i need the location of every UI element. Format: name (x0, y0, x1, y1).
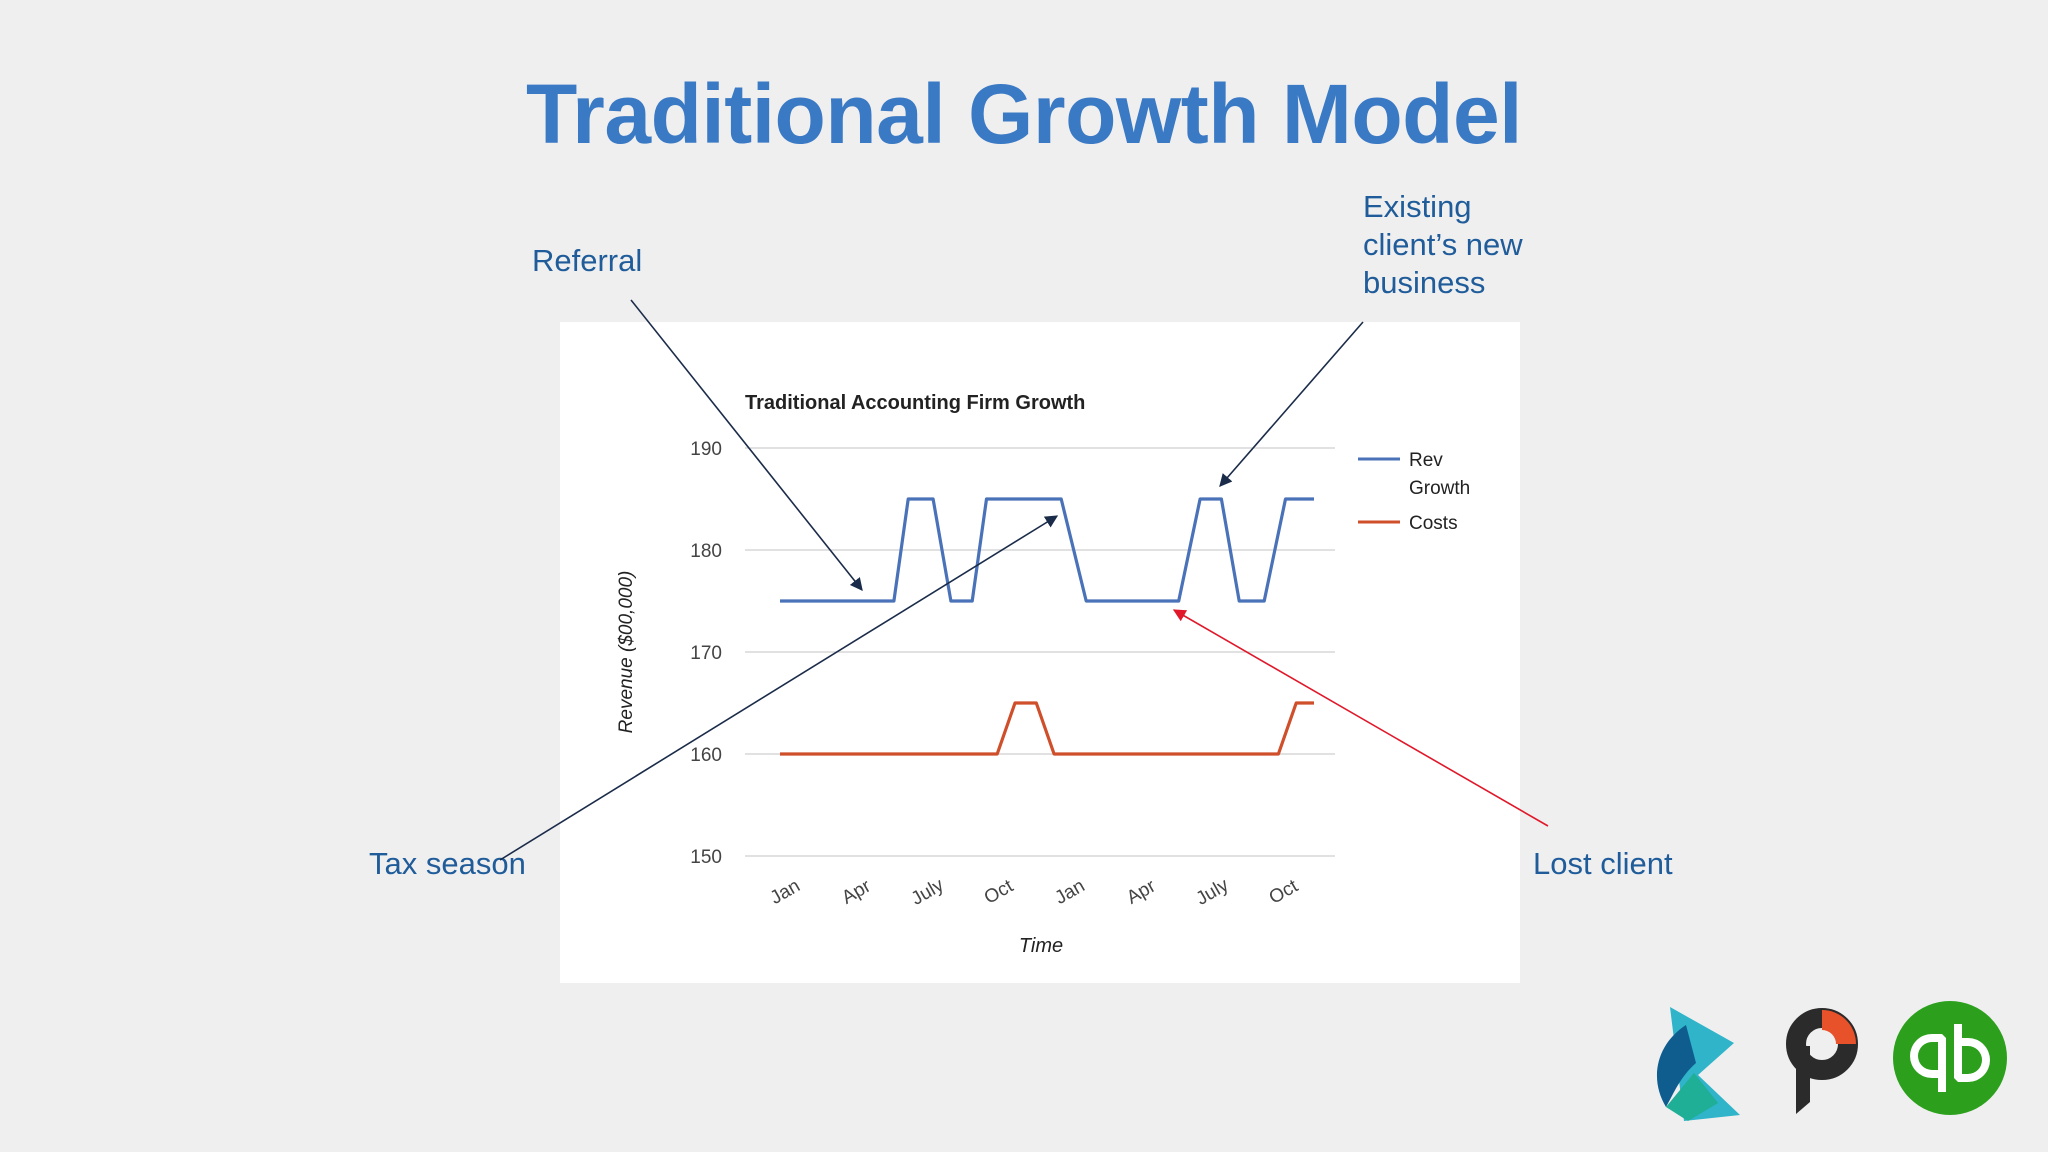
costs-line (780, 701, 1314, 756)
y-tick-label: 190 (690, 439, 722, 460)
callout-existing-client: Existing client’s new business (1363, 188, 1583, 302)
legend-label-rev-growth: Rev Growth (1409, 450, 1470, 499)
y-tick-label: 150 (690, 847, 722, 868)
x-tick-label: July (908, 874, 948, 909)
y-axis-label: Revenue ($00,000) (616, 571, 637, 734)
callout-referral: Referral (532, 243, 643, 278)
legend-label-costs: Costs (1409, 513, 1458, 534)
x-axis-label: Time (1019, 935, 1063, 957)
x-tick-label: Jan (1052, 875, 1089, 909)
x-tick-label: Jan (767, 875, 804, 909)
teal-sail-logo (1656, 1007, 1740, 1121)
x-tick-label: Apr (1123, 875, 1160, 908)
quickbooks-logo (1893, 1001, 2007, 1115)
chart-title: Traditional Accounting Firm Growth (745, 392, 1085, 414)
chart-card: 150 160 170 180 190 Jan Apr July Oct Jan Apr July O… (560, 322, 1520, 983)
y-tick-label: 180 (690, 541, 722, 562)
line-chart: 150 160 170 180 190 Jan Apr July Oct Jan Apr July O… (616, 392, 1470, 957)
x-tick-label: July (1193, 874, 1233, 909)
callout-lost-client: Lost client (1533, 846, 1673, 881)
y-tick-label: 160 (690, 745, 722, 766)
x-tick-label: Apr (838, 875, 875, 908)
callout-existing-line-1: Existing (1363, 189, 1472, 224)
callout-existing-line-2: client’s new (1363, 227, 1523, 262)
y-tick-label: 170 (690, 643, 722, 664)
x-tick-label: Oct (981, 875, 1018, 908)
slide-title: Traditional Growth Model (526, 67, 1523, 161)
callout-existing-line-3: business (1363, 265, 1486, 300)
callout-tax-season: Tax season (369, 846, 526, 881)
x-tick-label: Oct (1266, 875, 1303, 908)
receipt-bank-logo (1786, 1008, 1858, 1114)
